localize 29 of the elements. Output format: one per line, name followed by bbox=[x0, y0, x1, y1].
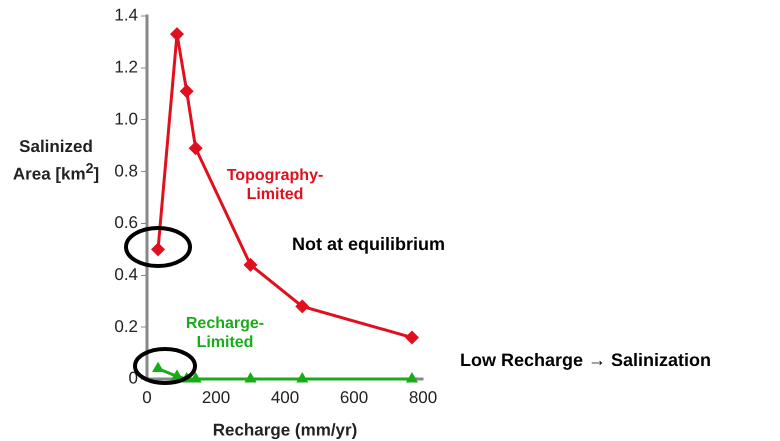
point bbox=[151, 242, 166, 256]
point bbox=[152, 362, 164, 372]
point bbox=[296, 372, 308, 382]
series-label: Topography-Limited bbox=[226, 166, 324, 203]
y-tick-label: 0.8 bbox=[114, 161, 138, 180]
point bbox=[244, 372, 257, 382]
point bbox=[180, 84, 194, 98]
point bbox=[406, 372, 418, 382]
point bbox=[295, 299, 310, 314]
x-tick-label: 600 bbox=[340, 388, 368, 407]
x-tick-label: 400 bbox=[270, 388, 300, 407]
x-tick-label: 0 bbox=[142, 388, 152, 407]
x-axis-title: Recharge (mm/yr) bbox=[212, 420, 358, 440]
x-tick-label: 800 bbox=[408, 388, 438, 407]
annotation: Not at equilibrium bbox=[292, 234, 445, 254]
y-tick-label: 0 bbox=[128, 368, 138, 388]
y-tick-label: 0.2 bbox=[114, 316, 138, 336]
y-axis-title: Salinized Area [km$^{2}$] bbox=[12, 136, 100, 186]
y-tick-label: 0.4 bbox=[114, 264, 138, 284]
y-tick-label: 0.6 bbox=[114, 213, 138, 232]
y-tick-label: 1.2 bbox=[114, 58, 138, 77]
point bbox=[188, 141, 203, 156]
text: Low Recharge → Salinization bbox=[460, 350, 712, 370]
y-tick-label: 1.0 bbox=[114, 109, 138, 128]
y-tick-label: 1.4 bbox=[114, 6, 138, 25]
point bbox=[244, 258, 258, 272]
series-label: Recharge-Limited bbox=[186, 314, 264, 351]
point bbox=[170, 27, 184, 42]
x-tick-label: 200 bbox=[202, 388, 230, 407]
